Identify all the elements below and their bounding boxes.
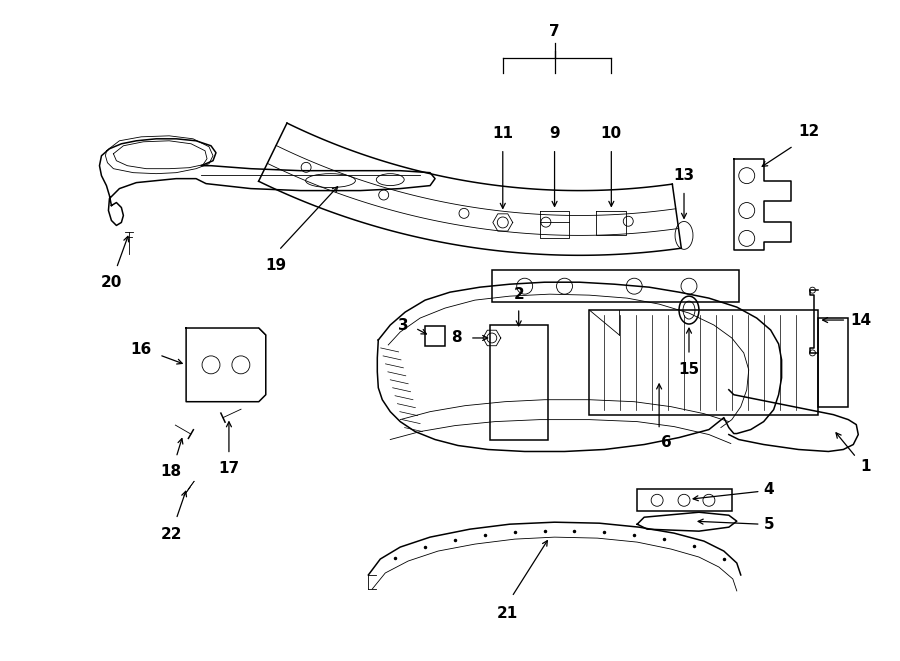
Text: 7: 7 — [549, 24, 560, 39]
Text: 14: 14 — [850, 313, 871, 328]
Bar — [590, 310, 818, 414]
Bar — [425, 326, 445, 346]
Text: 21: 21 — [497, 606, 518, 621]
Text: 9: 9 — [549, 126, 560, 141]
Text: 18: 18 — [160, 465, 182, 479]
Text: 13: 13 — [673, 168, 695, 182]
Text: 1: 1 — [860, 459, 871, 475]
Text: 17: 17 — [219, 461, 239, 477]
Text: 10: 10 — [601, 126, 622, 141]
Bar — [490, 325, 547, 440]
Bar — [491, 270, 739, 302]
Text: 6: 6 — [662, 434, 672, 449]
Text: 22: 22 — [160, 527, 182, 542]
Bar — [637, 489, 732, 511]
Text: 2: 2 — [513, 287, 524, 302]
Bar — [818, 318, 849, 407]
Text: 15: 15 — [679, 362, 699, 377]
Text: 19: 19 — [266, 258, 286, 273]
Text: 4: 4 — [764, 482, 774, 497]
Text: 11: 11 — [492, 126, 513, 141]
Text: 12: 12 — [798, 124, 820, 139]
Text: 5: 5 — [764, 517, 774, 531]
Text: 20: 20 — [101, 275, 122, 290]
Text: 16: 16 — [130, 342, 151, 358]
Text: 3: 3 — [398, 317, 409, 332]
Text: 8: 8 — [451, 330, 462, 346]
